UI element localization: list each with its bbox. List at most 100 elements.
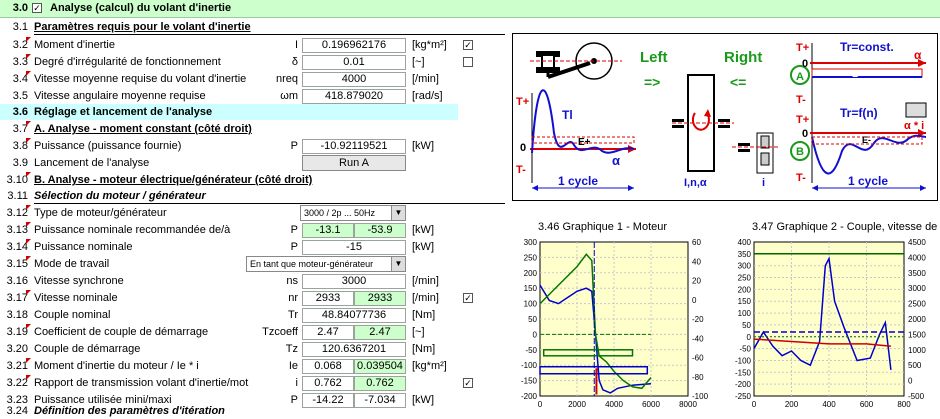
comment-marker: [26, 375, 31, 380]
row-3-16: 3.16 Vitesse synchrone ns 3000 [/min]: [0, 273, 505, 289]
graph1-chart: 300250200150100500-50-100-150-2006040200…: [521, 238, 709, 409]
y2-tick-label: -60: [692, 354, 704, 363]
zero-label: 0: [520, 142, 526, 154]
right-graph-a: [790, 43, 926, 111]
motor-inertia-input[interactable]: 0.068: [302, 358, 354, 374]
unit: [kg*m²]: [412, 360, 447, 372]
row-3-15: 3.15 Mode de travail En tant que moteur-…: [0, 256, 505, 272]
checkbox-nominal-speed[interactable]: ✓: [463, 293, 473, 303]
row-number: 3.12: [6, 207, 28, 219]
row-3-23: 3.23 Puissance utilisée mini/maxi P -14.…: [0, 392, 505, 408]
starting-torque-coeff-value: 2.47: [354, 324, 406, 340]
row-3-12: 3.12 Type de moteur/générateur 3000 / 2p…: [0, 205, 505, 221]
y2-tick-label: 1000: [908, 346, 926, 355]
row-3-7: 3.7 A. Analyse - moment constant (côté d…: [0, 121, 505, 137]
divider: [34, 203, 505, 204]
comment-marker: [26, 358, 31, 363]
comment-marker: [26, 239, 31, 244]
symbol: P: [290, 140, 298, 152]
y2-tick-label: 20: [692, 277, 701, 286]
checkbox-irregularity[interactable]: [463, 57, 473, 67]
row-number: 3.21: [6, 360, 28, 372]
x-tick-label: 0: [752, 400, 757, 409]
row-3-9: 3.9 Lancement de l'analyse Run A: [0, 155, 505, 171]
row-3-21: 3.21 Moment d'inertie du moteur / Ie * i…: [0, 358, 505, 374]
y-tick-label: 250: [524, 253, 538, 262]
power-input[interactable]: -10.92119521: [302, 138, 406, 154]
y2-tick-label: 3000: [908, 284, 926, 293]
y-tick-label: 0: [533, 330, 538, 339]
comment-marker: [26, 290, 31, 295]
y2-tick-label: 40: [692, 257, 701, 266]
cycle-label: 1 cycle: [558, 174, 598, 188]
tr-fn-label: Tr=f(n): [840, 106, 878, 120]
t-minus-label: T-: [796, 94, 806, 106]
row-number: 3.6: [12, 106, 28, 118]
case-b-label: B: [796, 146, 804, 158]
unit: [kW]: [412, 140, 434, 152]
section-header-bar: 3.0 ✓ Analyse (calcul) du volant d'inert…: [0, 0, 940, 18]
x-tick-label: 8000: [679, 400, 697, 409]
checkbox-ratio[interactable]: ✓: [463, 378, 473, 388]
y-tick-label: 300: [524, 238, 538, 247]
y-tick-label: -100: [521, 361, 538, 370]
chevron-down-icon[interactable]: ▼: [391, 257, 405, 271]
arrow-right-label: =>: [644, 74, 660, 90]
transmission-ratio-value: 0.762: [354, 375, 406, 391]
y2-tick-label: 500: [908, 361, 922, 370]
transmission-ratio-input[interactable]: 0.762: [302, 375, 354, 391]
row-number: 3.19: [6, 326, 28, 338]
section-checkbox[interactable]: ✓: [32, 3, 42, 13]
checkbox-inertia[interactable]: ✓: [463, 40, 473, 50]
graph1-title-row: 3.46 Graphique 1 - Moteur: [538, 221, 667, 233]
row-3-14: 3.14 Puissance nominale P -15 [kW]: [0, 239, 505, 255]
unit: [Nm]: [412, 343, 436, 355]
unit: [/min]: [412, 275, 439, 287]
irregularity-input[interactable]: 0.01: [302, 54, 406, 70]
speed-input[interactable]: 4000: [302, 71, 406, 87]
y2-tick-label: 2000: [908, 315, 926, 324]
e-minus-label: E-: [852, 69, 861, 79]
row-label: A. Analyse - moment constant (côté droit…: [34, 123, 252, 135]
graph2-title: Graphique 2 - Couple, vitesse de: [776, 221, 938, 233]
row-number: 3.3: [12, 56, 28, 68]
comment-marker: [26, 222, 31, 227]
comment-marker: [26, 256, 31, 261]
row-label: Réglage et lancement de l'analyse: [34, 106, 213, 118]
y-tick-label: 50: [528, 315, 537, 324]
nominal-power-input[interactable]: -15: [302, 239, 406, 255]
symbol: P: [290, 241, 298, 253]
row-3-4: 3.4 Vitesse moyenne requise du volant d'…: [0, 71, 505, 87]
row-number: 3.16: [6, 275, 28, 287]
row-3-10: 3.10 B. Analyse - moteur électrique/géné…: [0, 172, 505, 188]
alpha-i-label: α * i: [904, 120, 924, 132]
work-mode-select[interactable]: En tant que moteur-générateur ▼: [246, 256, 406, 272]
unit: [/min]: [412, 73, 439, 85]
row-number: 3.5: [12, 90, 28, 102]
y-tick-label: 50: [742, 321, 751, 330]
chevron-down-icon[interactable]: ▼: [391, 206, 405, 220]
row-label: Puissance utilisée mini/maxi: [34, 394, 172, 406]
nominal-speed-input[interactable]: 2933: [302, 290, 354, 306]
nominal-speed-value: 2933: [354, 290, 406, 306]
run-a-button[interactable]: Run A: [302, 155, 406, 171]
y-tick-label: -150: [521, 377, 538, 386]
row-label: Lancement de l'analyse: [34, 157, 150, 169]
y2-tick-label: -500: [908, 392, 925, 401]
motor-type-select[interactable]: 3000 / 2p ... 50Hz ▼: [300, 205, 406, 221]
starting-torque-coeff-input[interactable]: 2.47: [302, 324, 354, 340]
symbol: nreq: [275, 73, 298, 85]
row-number: 3.4: [12, 73, 28, 85]
unit: [/min]: [412, 292, 439, 304]
row-label: Couple nominal: [34, 309, 111, 321]
recommended-power-max: -53.9: [354, 222, 406, 238]
row-number: 3.2: [12, 39, 28, 51]
ratio-label: i: [762, 177, 765, 189]
x-tick-label: 600: [860, 400, 874, 409]
row-label: Vitesse moyenne requise du volant d'iner…: [34, 73, 247, 85]
x-tick-label: 2000: [568, 400, 586, 409]
comment-marker: [26, 138, 31, 143]
angular-speed-value: 418.879020: [302, 88, 406, 104]
cycle-label: 1 cycle: [848, 174, 888, 188]
symbol: I: [294, 39, 298, 51]
